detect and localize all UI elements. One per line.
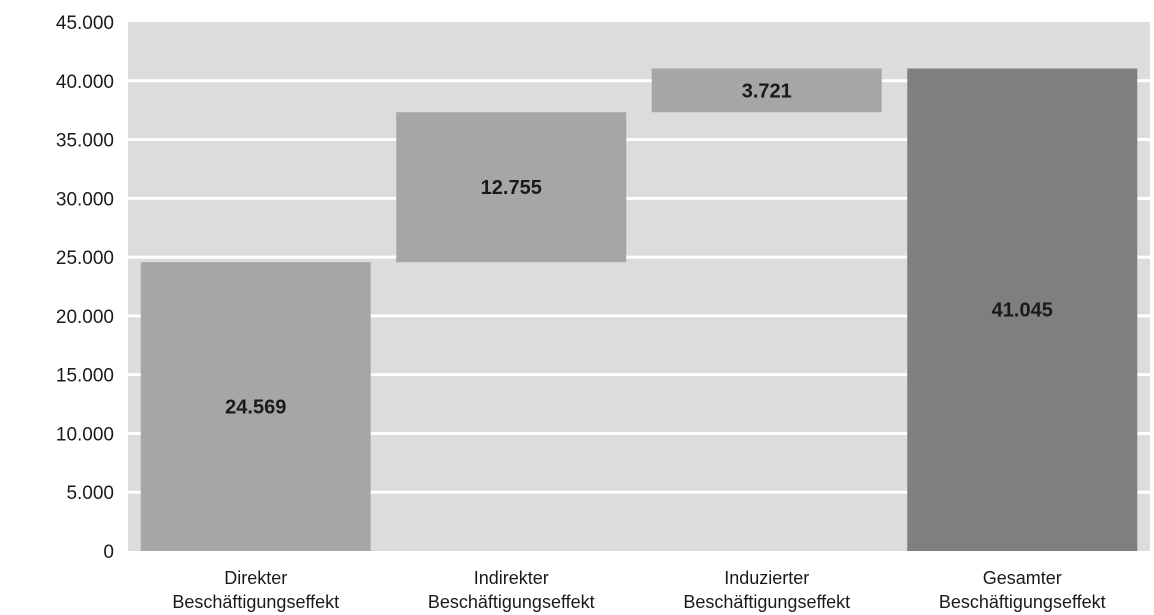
y-tick-label: 35.000: [56, 131, 114, 152]
y-tick-label: 10.000: [56, 424, 114, 445]
bar-3: [651, 68, 882, 113]
y-axis: 0 5.000 10.000 15.000 20.000 25.000 30.000 35.0…: [56, 13, 114, 563]
bar-2: [396, 112, 627, 263]
x-tick-label: Beschäftigungseffekt: [428, 592, 595, 612]
data-labels: 24.569 12.755 3.721 41.045: [225, 80, 1053, 418]
x-tick-label: Beschäftigungseffekt: [939, 592, 1106, 612]
x-tick-label: Direkter: [224, 568, 287, 588]
data-label-1: 24.569: [225, 397, 286, 419]
bars: [140, 68, 1138, 551]
x-axis: Direkter Beschäftigungseffekt Indirekter Be…: [172, 568, 1105, 612]
x-tick-label: Beschäftigungseffekt: [172, 592, 339, 612]
y-tick-label: 30.000: [56, 189, 114, 210]
y-tick-label: 40.000: [56, 72, 114, 93]
data-label-3: 3.721: [742, 80, 792, 102]
y-tick-label: 5.000: [66, 483, 114, 504]
x-tick-label: Gesamter: [983, 568, 1062, 588]
bar-1: [140, 262, 371, 551]
x-tick-label: Induzierter: [724, 568, 809, 588]
x-tick-label: Beschäftigungseffekt: [683, 592, 850, 612]
y-tick-label: 20.000: [56, 307, 114, 328]
y-tick-label: 0: [103, 542, 114, 563]
y-tick-label: 45.000: [56, 13, 114, 34]
bar-4: [907, 68, 1138, 551]
data-label-4: 41.045: [992, 300, 1053, 322]
y-tick-label: 15.000: [56, 366, 114, 387]
x-tick-label: Indirekter: [474, 568, 549, 588]
data-label-2: 12.755: [481, 177, 542, 199]
y-tick-label: 25.000: [56, 248, 114, 269]
